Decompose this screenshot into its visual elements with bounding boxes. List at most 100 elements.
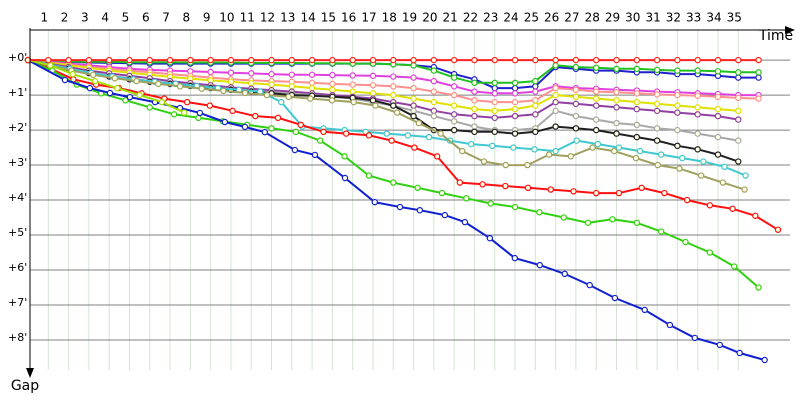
data-point [694, 130, 701, 137]
data-point [486, 234, 494, 242]
data-point [573, 137, 580, 144]
data-point [532, 102, 539, 109]
data-point [735, 56, 742, 64]
data-point [441, 211, 449, 219]
data-point [524, 161, 531, 169]
data-point [511, 98, 519, 106]
series-line [27, 59, 739, 121]
data-point [755, 74, 762, 81]
data-point [329, 86, 336, 94]
data-point [350, 98, 357, 106]
data-point [487, 200, 494, 207]
x-tick-label: 17 [361, 11, 376, 25]
data-point [742, 172, 749, 179]
data-point [657, 228, 665, 235]
data-point [714, 56, 722, 64]
data-point [241, 123, 249, 131]
data-point [221, 118, 229, 126]
data-point [654, 161, 661, 169]
data-point [416, 206, 424, 214]
data-point [682, 238, 689, 246]
x-tick-label: 22 [463, 11, 478, 25]
x-tick-label: 21 [443, 11, 458, 25]
data-point [227, 78, 235, 85]
y-axis-label: Gap [11, 378, 39, 394]
data-point [404, 132, 412, 139]
data-point [694, 92, 701, 99]
data-point [45, 56, 52, 64]
data-point [536, 209, 543, 216]
plot-area [24, 56, 782, 364]
data-point [369, 56, 377, 64]
data-point [268, 56, 275, 64]
data-point [593, 88, 600, 95]
data-point [735, 107, 742, 115]
data-point [691, 334, 699, 342]
data-point [369, 82, 377, 89]
data-point [176, 83, 184, 90]
data-point [491, 128, 498, 136]
data-point [471, 97, 478, 104]
data-point [653, 107, 661, 115]
data-point [278, 98, 285, 106]
x-tick-label: 30 [625, 11, 640, 25]
data-point [736, 349, 743, 357]
data-point [735, 69, 742, 76]
data-point [133, 77, 140, 85]
data-point [613, 65, 620, 73]
data-point [450, 102, 458, 109]
data-point [532, 97, 539, 104]
data-point [206, 102, 214, 109]
data-point [694, 67, 701, 74]
data-point [308, 79, 316, 87]
data-point [593, 102, 600, 109]
data-point [390, 56, 397, 64]
data-point [288, 71, 296, 78]
x-tick-label: 8 [183, 11, 191, 25]
data-point [729, 205, 736, 212]
data-point [714, 151, 722, 158]
data-point [676, 165, 683, 172]
data-point [383, 130, 390, 137]
data-point [396, 203, 404, 211]
data-point [611, 294, 619, 302]
data-point [349, 56, 356, 64]
x-tick-label: 25 [524, 11, 539, 25]
data-point [390, 91, 397, 99]
data-point [589, 144, 596, 151]
data-point [547, 186, 554, 193]
data-point [593, 126, 600, 134]
data-point [288, 83, 296, 90]
data-point [633, 65, 641, 73]
data-point [268, 125, 275, 132]
data-point [252, 112, 259, 120]
data-point [593, 64, 600, 71]
data-point [633, 133, 641, 141]
data-point [641, 306, 648, 314]
data-point [674, 102, 681, 109]
data-point [410, 95, 417, 102]
data-point [613, 97, 620, 104]
data-point [297, 121, 304, 129]
data-point [292, 128, 300, 136]
data-point [390, 83, 397, 90]
data-point [531, 146, 538, 153]
data-point [572, 100, 580, 108]
data-point [450, 74, 458, 81]
data-point [369, 72, 377, 80]
data-point [89, 71, 97, 78]
x-tick-label: 6 [142, 11, 150, 25]
data-point [532, 88, 539, 95]
y-axis-arrow [26, 368, 34, 378]
data-point [430, 107, 438, 115]
data-point [410, 74, 417, 81]
x-tick-label: 18 [382, 11, 397, 25]
data-point [613, 56, 620, 64]
data-point [570, 188, 577, 195]
x-tick-label: 7 [162, 11, 170, 25]
data-point [511, 105, 519, 113]
data-point [552, 84, 559, 92]
data-point [491, 107, 498, 115]
data-point [674, 91, 681, 99]
series-line [27, 59, 185, 114]
